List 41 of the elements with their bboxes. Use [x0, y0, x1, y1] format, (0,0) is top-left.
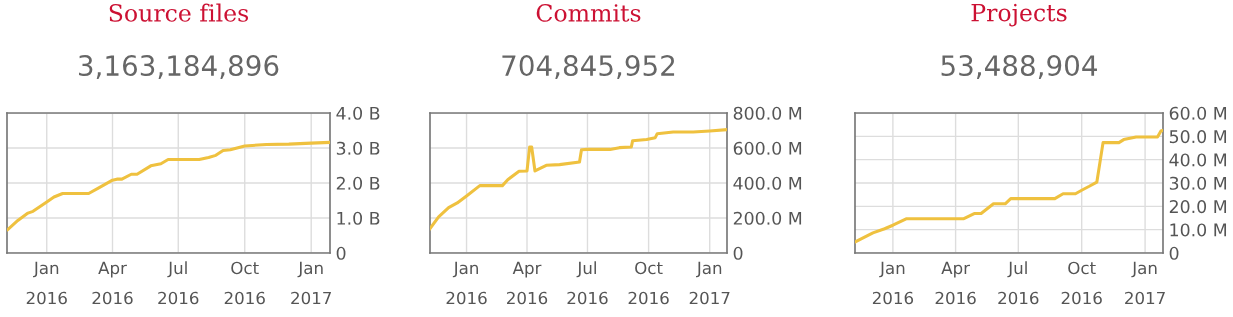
chart-title: Projects: [971, 3, 1067, 27]
x-tick-label: Oct 2016: [628, 261, 669, 305]
y-tick-label: 10.0 M: [1170, 223, 1227, 237]
x-tick-label: Oct 2016: [224, 261, 265, 305]
chart-title: Source files: [109, 3, 249, 22]
y-tick-label: 2.0 B: [336, 176, 380, 190]
chart-subtitle: 3,163,184,896: [79, 55, 279, 79]
y-tick-label: 1.0 B: [337, 211, 380, 225]
y-tick-label: 60.0 M: [1169, 106, 1227, 120]
y-tick-label: 200.0 M: [733, 211, 802, 225]
x-tick-label: Apr 2016: [92, 261, 133, 305]
x-tick-label: Apr 2016: [507, 261, 548, 305]
x-tick-label: Jul 2016: [998, 261, 1039, 305]
y-tick-label: 40.0 M: [1169, 153, 1227, 167]
y-tick-label: 0: [733, 246, 743, 260]
x-tick-label: Jan 2016: [446, 261, 487, 305]
chart-subtitle: 704,845,952: [502, 55, 675, 79]
x-tick-label: Jul 2016: [158, 261, 199, 305]
y-tick-label: 4.0 B: [336, 106, 380, 120]
x-tick-label: Jan 2016: [872, 261, 914, 305]
y-tick-label: 50.0 M: [1169, 130, 1227, 144]
x-tick-label: Apr 2016: [935, 261, 976, 305]
chart-subtitle: 53,488,904: [941, 55, 1097, 79]
y-tick-label: 800.0 M: [733, 106, 802, 120]
y-tick-label: 30.0 M: [1169, 176, 1227, 190]
y-tick-label: 0: [336, 246, 346, 260]
line-series: [430, 128, 727, 231]
x-tick-label: Jul 2016: [567, 261, 608, 305]
chart-title: Commits: [536, 3, 641, 22]
x-tick-label: Jan 2017: [689, 261, 730, 305]
line-series: [7, 140, 330, 232]
x-tick-label: Oct 2016: [1061, 261, 1102, 305]
x-tick-label: Jan 2017: [291, 261, 331, 305]
y-tick-label: 0: [1169, 246, 1179, 260]
x-tick-label: Jan 2017: [1125, 261, 1165, 305]
line-series: [855, 128, 1163, 244]
y-tick-label: 20.0 M: [1169, 200, 1227, 214]
y-tick-label: 600.0 M: [733, 141, 802, 155]
y-tick-label: 400.0 M: [733, 176, 802, 190]
x-tick-label: Jan 2016: [26, 261, 67, 305]
y-tick-label: 3.0 B: [336, 141, 380, 155]
